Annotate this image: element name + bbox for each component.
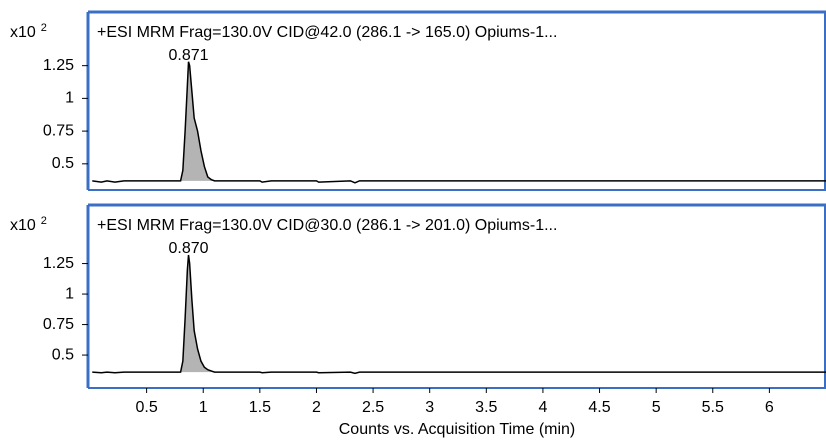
x-tick-label: 4.5 <box>588 399 610 416</box>
peak-label: 0.871 <box>168 47 208 64</box>
y-multiplier-exponent: 2 <box>41 22 47 34</box>
x-tick-label: 3.5 <box>475 399 497 416</box>
y-tick-label: 1 <box>65 285 74 302</box>
x-axis-label: Counts vs. Acquisition Time (min) <box>339 421 576 438</box>
x-tick-label: 1.5 <box>249 399 271 416</box>
y-multiplier: x10 2 <box>10 215 47 234</box>
peak-area <box>180 255 215 373</box>
y-multiplier-base: x10 <box>10 24 36 41</box>
y-multiplier-exponent: 2 <box>41 215 47 227</box>
y-tick-label: 0.5 <box>52 155 74 172</box>
panel-title: +ESI MRM Frag=130.0V CID@42.0 (286.1 -> … <box>97 24 557 41</box>
x-tick-label: 6 <box>765 399 774 416</box>
trace-line <box>92 61 826 184</box>
y-tick-label: 0.75 <box>43 122 74 139</box>
x-tick-label: 1 <box>199 399 208 416</box>
y-tick-label: 1.25 <box>43 255 74 272</box>
y-multiplier: x10 2 <box>10 22 47 41</box>
y-tick-label: 0.5 <box>52 346 74 363</box>
x-tick-label: 5 <box>652 399 661 416</box>
x-tick-label: 0.5 <box>135 399 157 416</box>
y-tick-label: 0.75 <box>43 316 74 333</box>
peak-label: 0.870 <box>168 240 208 257</box>
x-tick-label: 5.5 <box>702 399 724 416</box>
y-tick-label: 1 <box>65 90 74 107</box>
peak-area <box>180 61 215 181</box>
panel-title: +ESI MRM Frag=130.0V CID@30.0 (286.1 -> … <box>97 217 557 234</box>
x-tick-label: 3 <box>425 399 434 416</box>
y-tick-label: 1.25 <box>43 57 74 74</box>
y-multiplier-base: x10 <box>10 217 36 234</box>
trace-line <box>92 254 826 375</box>
x-tick-label: 4 <box>538 399 547 416</box>
x-tick-label: 2.5 <box>362 399 384 416</box>
x-tick-label: 2 <box>312 399 321 416</box>
